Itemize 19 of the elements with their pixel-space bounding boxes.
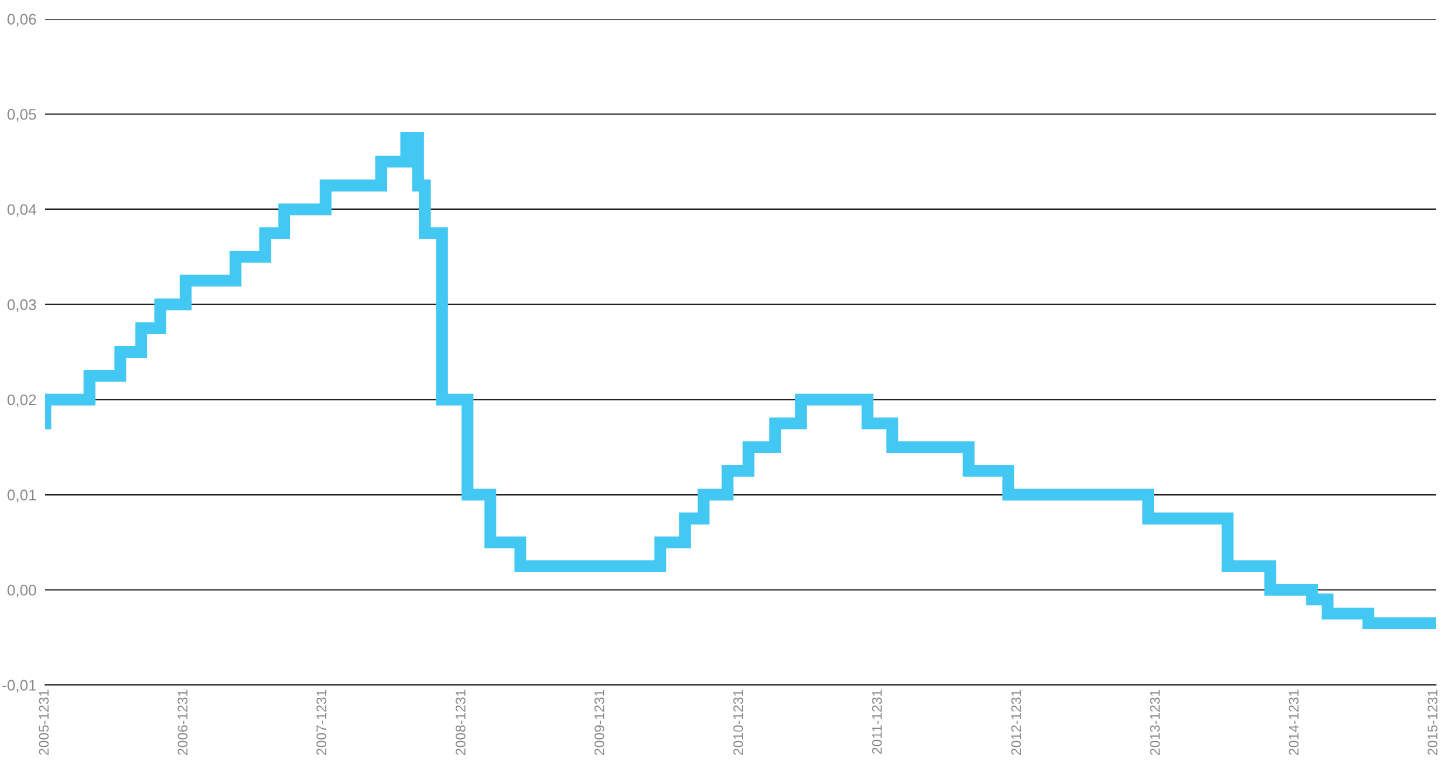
x-tick-label: 2014-1231 <box>1288 689 1299 755</box>
y-tick-label: 0,05 <box>7 109 37 122</box>
y-tick-label: -0,01 <box>2 679 36 693</box>
x-tick-label: 2009-1231 <box>594 689 605 755</box>
x-tick-label: 2005-1231 <box>38 689 49 755</box>
y-tick-label: 0,04 <box>7 204 37 217</box>
x-tick-label: 2008-1231 <box>455 689 466 755</box>
y-tick-label: 0,03 <box>7 299 36 312</box>
y-tick-label: 0,02 <box>7 394 36 408</box>
y-tick-label: 0,06 <box>7 13 36 27</box>
x-tick-label: 2007-1231 <box>316 689 327 755</box>
x-tick-label: 2006-1231 <box>177 689 188 755</box>
y-tick-label: 0,00 <box>7 584 37 598</box>
x-tick-label: 2010-1231 <box>733 689 744 755</box>
x-tick-label: 2011-1231 <box>872 689 882 754</box>
y-tick-label: 0,01 <box>7 489 36 503</box>
x-tick-label: 2015-1231 <box>1427 689 1438 755</box>
x-tick-label: 2013-1231 <box>1150 689 1160 755</box>
x-tick-label: 2012-1231 <box>1011 689 1022 755</box>
